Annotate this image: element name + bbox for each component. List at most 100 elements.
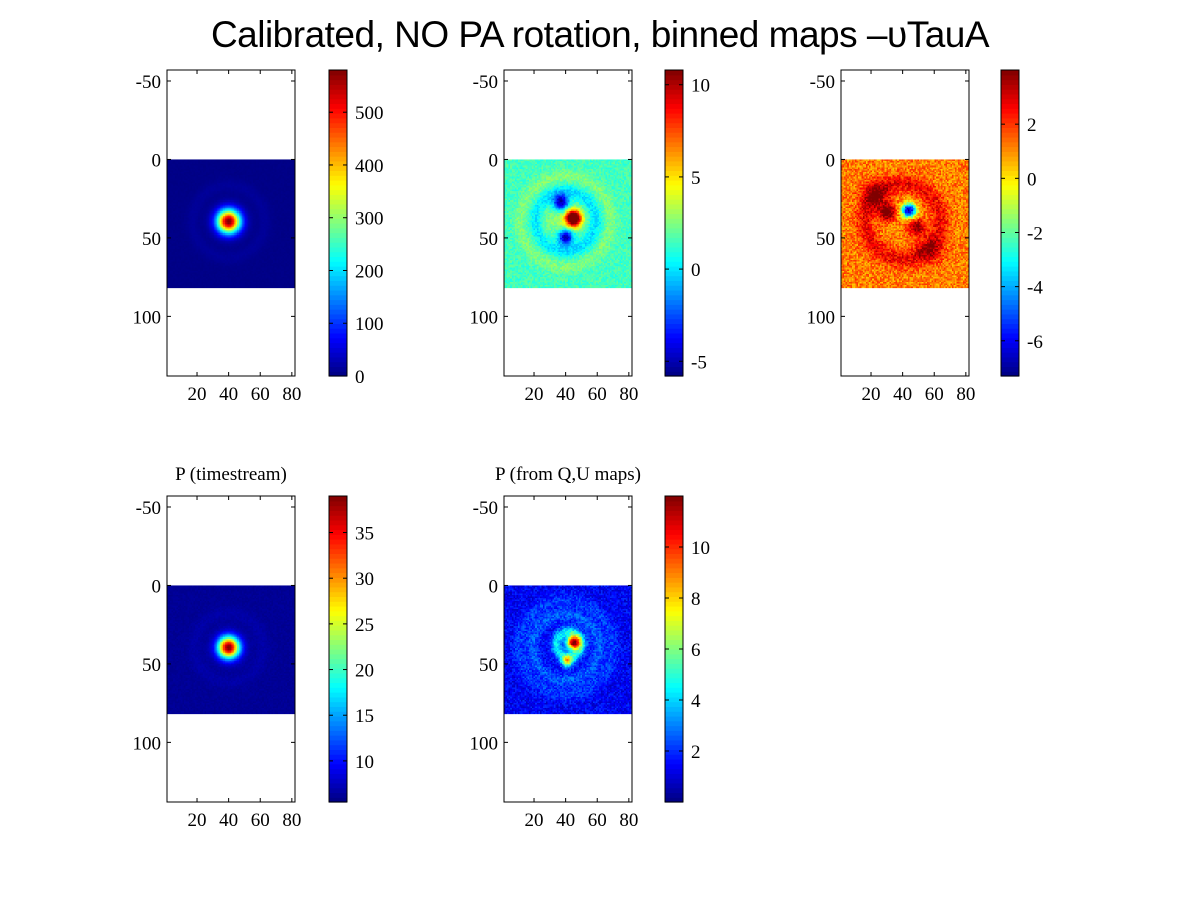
x-tick-label: 20	[525, 810, 544, 831]
colorbar-band	[329, 634, 347, 641]
colorbar-band	[1001, 332, 1019, 339]
colorbar-band	[1001, 261, 1019, 267]
colorbar-band	[665, 625, 683, 631]
y-tick-label: 100	[133, 733, 162, 754]
colorbar-band	[1001, 132, 1019, 138]
colorbar-band	[665, 84, 683, 90]
colorbar-tick-label: 10	[691, 76, 710, 97]
colorbar-band	[329, 577, 347, 583]
colorbar-band	[329, 591, 347, 598]
colorbar-band	[665, 246, 683, 253]
colorbar-band	[665, 151, 683, 157]
colorbar-frame	[328, 69, 348, 377]
colorbar-band	[329, 758, 347, 765]
colorbar-band	[1001, 218, 1019, 224]
colorbar-band	[1001, 285, 1019, 291]
colorbar-band	[665, 510, 683, 516]
colorbar-band	[329, 668, 347, 674]
y-tick-label: 50	[142, 655, 161, 676]
colorbar-band	[329, 797, 347, 803]
colorbar-band	[1001, 208, 1019, 215]
colorbar-band	[665, 136, 683, 143]
colorbar-band	[665, 725, 683, 731]
colorbar-band	[665, 586, 683, 593]
panel-5: 20 40 60 80 -50 0 50 100 P (from Q,U maps) 2 4 6 8 10	[470, 464, 711, 831]
colorbar-tick-label: 400	[355, 156, 384, 177]
colorbar-band	[329, 649, 347, 655]
colorbar-band	[329, 361, 347, 368]
panel-title: P (from Q,U maps)	[495, 464, 641, 485]
colorbar-band	[329, 337, 347, 344]
colorbar-band	[329, 754, 347, 760]
colorbar-band	[665, 266, 683, 272]
colorbar-band	[665, 328, 683, 334]
colorbar-band	[665, 558, 683, 564]
colorbar-tick-label: 20	[355, 661, 374, 682]
x-tick-label: 60	[925, 384, 944, 405]
x-tick-label: 80	[619, 810, 638, 831]
colorbar-band	[329, 558, 347, 564]
colorbar-band	[665, 227, 683, 234]
colorbar-band	[329, 644, 347, 650]
colorbar-band	[329, 701, 347, 707]
colorbar-band	[329, 663, 347, 669]
colorbar-band	[329, 74, 347, 81]
colorbar-band	[665, 744, 683, 751]
colorbar-band	[1001, 280, 1019, 286]
colorbar-band	[329, 725, 347, 731]
x-tick-label: 80	[619, 384, 638, 405]
colorbar-band	[329, 328, 347, 334]
colorbar: -6 -4 -2 0 2	[1000, 69, 1043, 377]
colorbar-band	[329, 620, 347, 626]
colorbar-tick-label: -2	[1027, 223, 1043, 244]
colorbar-band	[1001, 103, 1019, 109]
colorbar-band	[329, 318, 347, 325]
colorbar-band	[1001, 122, 1019, 128]
colorbar-band	[665, 280, 683, 286]
colorbar-band	[665, 668, 683, 674]
colorbar-band	[665, 309, 683, 315]
colorbar-band	[1001, 146, 1019, 152]
colorbar-band	[665, 782, 683, 789]
colorbar-tick-label: 100	[355, 314, 384, 335]
x-tick-label: 60	[588, 810, 607, 831]
colorbar-band	[665, 352, 683, 358]
colorbar-band	[665, 496, 683, 502]
colorbar-band	[1001, 74, 1019, 81]
colorbar-band	[1001, 203, 1019, 210]
colorbar-band	[1001, 352, 1019, 358]
colorbar-band	[665, 371, 683, 377]
colorbar-band	[329, 323, 347, 329]
colorbar-band	[1001, 70, 1019, 76]
colorbar-band	[665, 342, 683, 348]
y-tick-label: 0	[152, 150, 162, 171]
colorbar-band	[665, 658, 683, 664]
x-tick-label: 60	[588, 384, 607, 405]
axes-frame	[840, 69, 970, 377]
colorbar-band	[329, 773, 347, 779]
colorbar-band	[329, 237, 347, 243]
colorbar-band	[665, 696, 683, 703]
colorbar-band	[329, 510, 347, 516]
colorbar-tick-label: 8	[691, 589, 701, 610]
colorbar-band	[329, 280, 347, 286]
x-tick-label: 20	[862, 384, 881, 405]
colorbar-band	[1001, 309, 1019, 315]
colorbar-band	[329, 108, 347, 114]
colorbar-band	[329, 715, 347, 722]
colorbar-band	[665, 773, 683, 779]
colorbar-band	[665, 577, 683, 583]
colorbar-band	[665, 242, 683, 248]
y-tick-label: 0	[489, 150, 499, 171]
y-tick-label: 50	[479, 229, 498, 250]
colorbar-band	[329, 543, 347, 550]
x-tick-label: 40	[219, 384, 238, 405]
colorbar-band	[665, 596, 683, 602]
colorbar-band	[665, 649, 683, 655]
colorbar-band	[329, 653, 347, 660]
panel-3: 20 40 60 80 -50 0 50 100 -6 -4 -2 0 2	[807, 69, 1043, 405]
colorbar-band	[329, 103, 347, 109]
colorbar-band	[329, 223, 347, 229]
colorbar-band	[1001, 199, 1019, 205]
colorbar-band	[665, 515, 683, 521]
